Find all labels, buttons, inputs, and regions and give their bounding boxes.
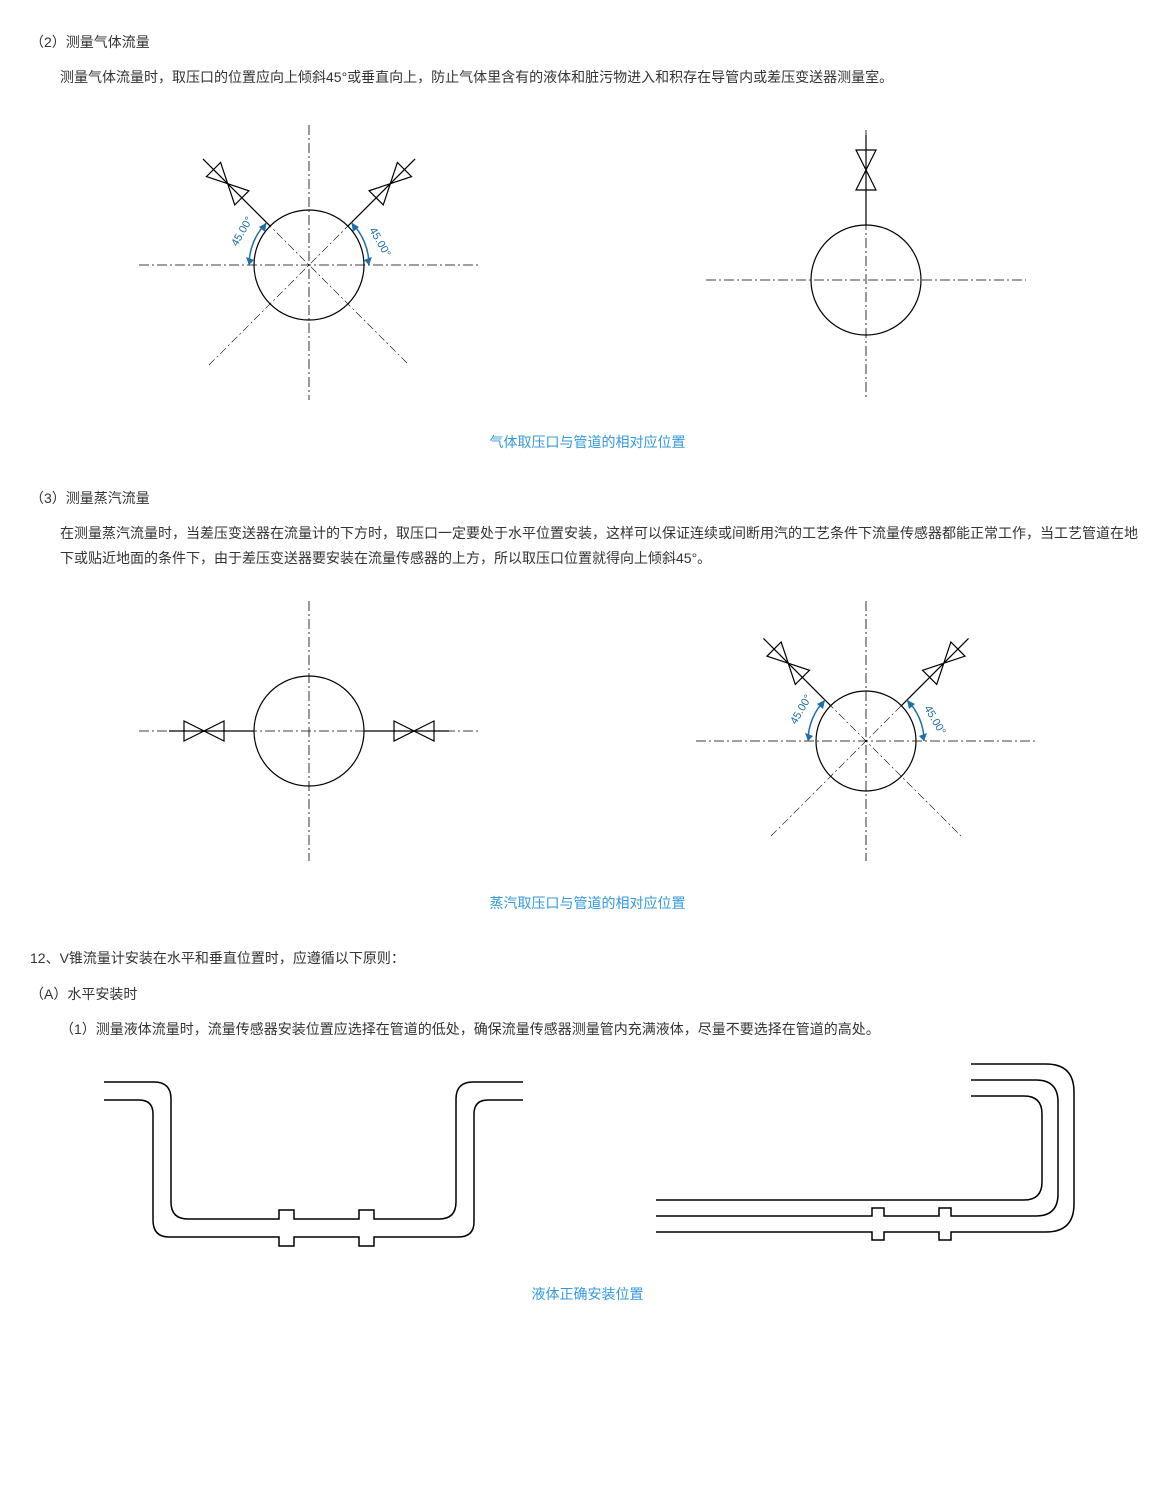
section3-title: （3）测量蒸汽流量 bbox=[30, 486, 1145, 511]
pipe-caption: 液体正确安装位置 bbox=[30, 1282, 1145, 1307]
steam-angle-right: 45.00° bbox=[922, 704, 948, 738]
angle-label-left: 45.00° bbox=[229, 215, 255, 249]
gas-diagram-left: 45.00° 45.00° bbox=[30, 110, 588, 410]
steam-diagram-right: 45.00° 45.00° bbox=[588, 591, 1146, 871]
gas-diagram-right bbox=[588, 110, 1146, 410]
angle-label-right: 45.00° bbox=[366, 226, 392, 260]
pipe-diagram-left bbox=[30, 1062, 588, 1262]
section2-body: 测量气体流量时，取压口的位置应向上倾斜45°或垂直向上，防止气体里含有的液体和脏… bbox=[60, 65, 1145, 90]
gas-diagram-row: 45.00° 45.00° bbox=[30, 110, 1145, 410]
section3-body: 在测量蒸汽流量时，当差压变送器在流量计的下方时，取压口一定要处于水平位置安装，这… bbox=[60, 521, 1145, 571]
pipe-diagram-right bbox=[588, 1062, 1146, 1262]
section12-item1: （1）测量液体流量时，流量传感器安装位置应选择在管道的低处，确保流量传感器测量管… bbox=[60, 1017, 1145, 1042]
steam-diagram-row: 45.00° 45.00° bbox=[30, 591, 1145, 871]
section12-subtitle: （A）水平安装时 bbox=[30, 982, 1145, 1007]
pipe-diagram-row bbox=[30, 1062, 1145, 1262]
section2-title: （2）测量气体流量 bbox=[30, 30, 1145, 55]
steam-caption: 蒸汽取压口与管道的相对应位置 bbox=[30, 891, 1145, 916]
gas-caption: 气体取压口与管道的相对应位置 bbox=[30, 430, 1145, 455]
steam-diagram-left bbox=[30, 591, 588, 871]
section12-title: 12、V锥流量计安装在水平和垂直位置时，应遵循以下原则： bbox=[30, 946, 1145, 971]
